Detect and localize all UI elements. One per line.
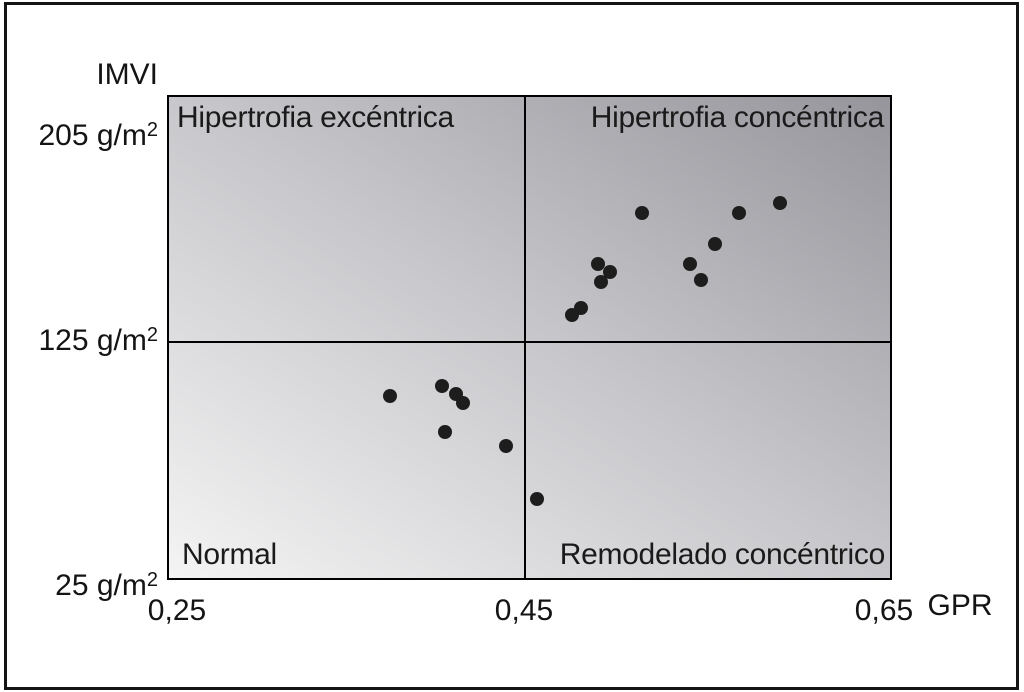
data-point (708, 236, 723, 251)
data-point (383, 388, 398, 403)
data-point (682, 257, 697, 272)
y-tick-205: 205 g/m2 (0, 118, 158, 154)
data-point (603, 264, 618, 279)
data-point (499, 439, 514, 454)
data-point (529, 491, 544, 506)
y-tick-25-sup: 2 (146, 569, 158, 591)
data-point (564, 308, 579, 323)
data-point (594, 275, 609, 290)
data-point (693, 272, 708, 287)
data-point (590, 257, 605, 272)
x-axis-title: GPR (927, 589, 993, 622)
quadrant-label-concentric-hypertrophy: Hipertrofia concéntrica (590, 101, 885, 134)
x-tick-025: 0,25 (147, 594, 207, 627)
x-tick-065: 0,65 (854, 594, 914, 627)
quadrant-label-normal: Normal (182, 538, 277, 571)
data-point (634, 205, 649, 220)
vertical-divider-line (524, 97, 526, 578)
y-tick-125-sup: 2 (146, 324, 158, 346)
y-tick-25: 25 g/m2 (0, 568, 158, 604)
y-tick-25-text: 25 g/m (55, 569, 147, 602)
y-tick-205-sup: 2 (146, 119, 158, 141)
horizontal-divider-line (169, 341, 890, 343)
y-tick-125-text: 125 g/m (38, 324, 147, 357)
quadrant-label-concentric-remodeling: Remodelado concéntrico (559, 538, 886, 571)
quadrant-label-eccentric-hypertrophy: Hipertrofia excéntrica (177, 101, 454, 134)
y-tick-125: 125 g/m2 (0, 323, 158, 359)
y-axis-title: IMVI (0, 57, 158, 93)
x-tick-045: 0,45 (494, 594, 554, 627)
data-point (772, 195, 787, 210)
plot-area: Hipertrofia excéntrica Hipertrofia concé… (167, 95, 892, 580)
y-axis-title-text: IMVI (96, 58, 158, 91)
data-point (732, 205, 747, 220)
data-point (434, 379, 449, 394)
y-tick-205-text: 205 g/m (38, 119, 147, 152)
data-point (438, 424, 453, 439)
data-point (456, 396, 471, 411)
